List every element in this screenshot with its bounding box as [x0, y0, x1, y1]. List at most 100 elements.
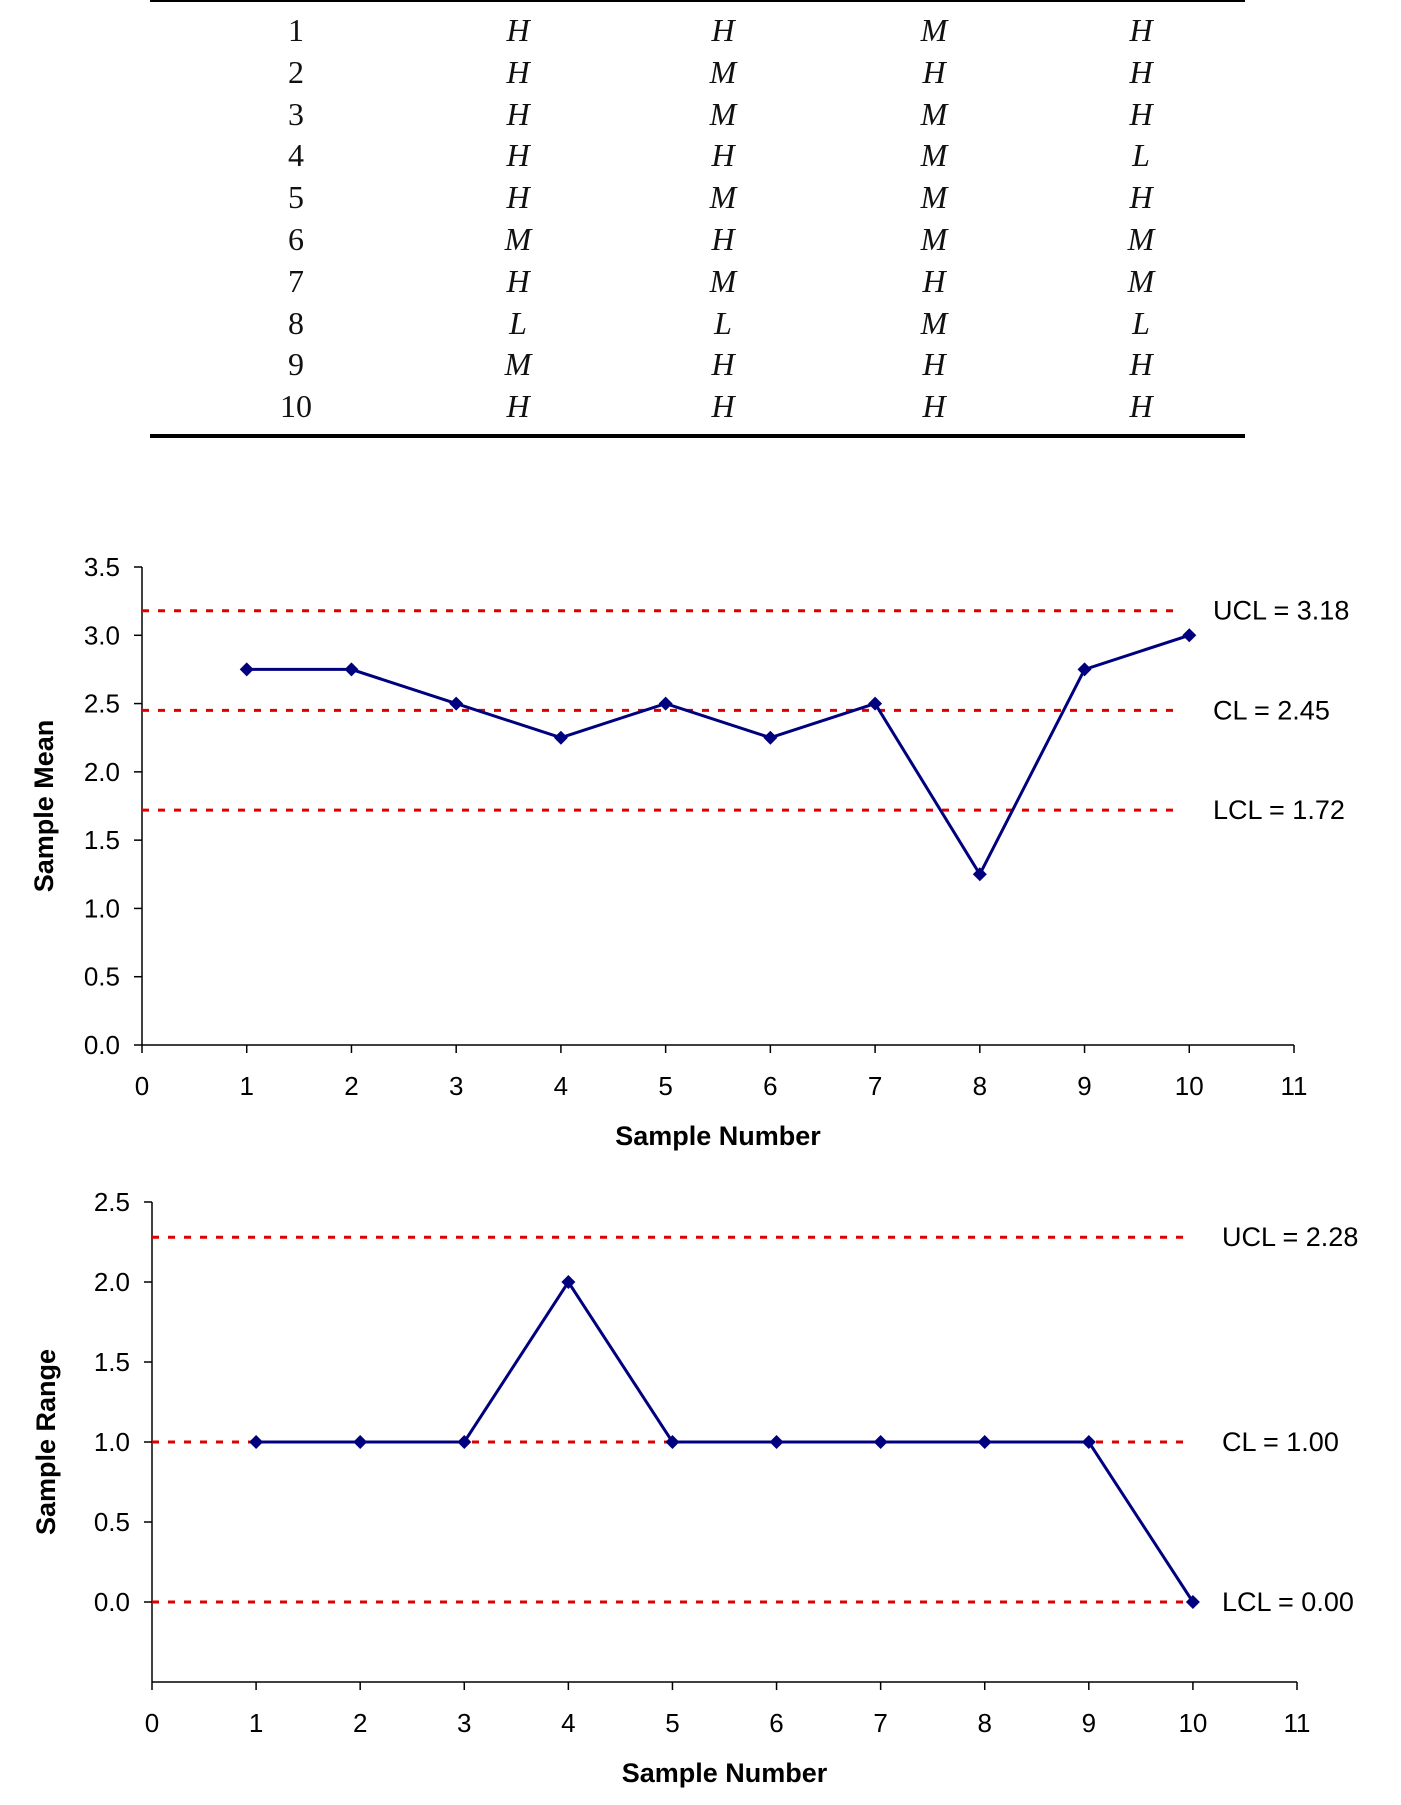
table-sample-number: 10	[280, 388, 312, 425]
table-cell-code: M	[1127, 221, 1155, 257]
table-cell-code: M	[920, 137, 948, 174]
x-tick-label: 8	[973, 1071, 987, 1101]
table-cell-code: L	[509, 304, 527, 341]
table-cell-code: M	[709, 262, 737, 299]
table-sample-number: 2	[288, 53, 304, 90]
y-tick-label: 1.0	[84, 893, 120, 923]
table-cell-code: H	[922, 388, 946, 425]
table-sample-number: 9	[288, 346, 304, 383]
table-cell-code: M	[709, 53, 737, 90]
table-bottom-rule	[150, 434, 1245, 438]
control-line-label: CL = 2.45	[1213, 695, 1330, 725]
x-tick-label: 4	[554, 1071, 568, 1101]
data-point-marker	[239, 662, 254, 677]
x-tick-label: 9	[1077, 1071, 1091, 1101]
table-cell-code: H	[922, 53, 946, 90]
y-tick-label: 0.0	[84, 1030, 120, 1060]
data-point-marker	[344, 662, 359, 677]
sample-mean-chart: 0.0 0.5 1.0 1.5 2.0 2.5 3.0 3.5 0 1 2 3 4 5 6 7 8 9 10 11 Sa…	[29, 552, 1349, 1151]
data-point-marker	[658, 696, 673, 711]
x-tick-label: 5	[665, 1708, 679, 1738]
data-point-marker	[1077, 662, 1092, 677]
sample-range-chart: 0.0 0.5 1.0 1.5 2.0 2.5 0 1 2 3 4 5 6 7 8 9 10 11 Sample N…	[31, 1187, 1358, 1788]
y-tick-label: 0.0	[94, 1587, 130, 1617]
data-point-marker	[553, 730, 568, 745]
table-cell-code: H	[1129, 12, 1153, 48]
x-tick-label: 11	[1281, 1071, 1308, 1101]
y-axis-title: Sample Range	[31, 1349, 61, 1535]
data-point-marker	[665, 1435, 680, 1449]
table-cell-code: H	[922, 346, 946, 383]
data-point-marker	[1182, 628, 1197, 643]
table-cell-code: H	[506, 95, 530, 132]
y-tick-label: 0.5	[94, 1507, 130, 1537]
data-point-marker	[249, 1435, 264, 1449]
x-tick-label: 0	[135, 1071, 149, 1101]
control-line-label: UCL = 2.28	[1222, 1222, 1358, 1252]
data-point-marker	[449, 696, 464, 711]
table-cell-code: H	[506, 12, 530, 48]
table-sample-number: 4	[288, 137, 304, 174]
data-point-marker	[1081, 1435, 1096, 1449]
x-tick-label: 6	[763, 1071, 777, 1101]
control-line-label: LCL = 0.00	[1222, 1587, 1354, 1617]
table-cell-code: H	[506, 53, 530, 90]
y-tick-label: 2.0	[94, 1267, 130, 1297]
y-tick-label: 1.5	[94, 1347, 130, 1377]
x-tick-label: 5	[658, 1071, 672, 1101]
data-point-marker	[972, 867, 987, 882]
table-cell-code: H	[1129, 95, 1153, 132]
table-cell-code: H	[1129, 388, 1153, 425]
table-cell-code: H	[711, 12, 735, 48]
y-tick-label: 1.5	[84, 825, 120, 855]
x-tick-label: 1	[249, 1708, 263, 1738]
table-cell-code: H	[922, 262, 946, 299]
table-cell-code: L	[1132, 304, 1150, 341]
x-tick-label: 6	[769, 1708, 783, 1738]
table-cell-code: H	[506, 179, 530, 216]
x-tick-label: 2	[353, 1708, 367, 1738]
x-tick-label: 2	[344, 1071, 358, 1101]
y-tick-label: 2.5	[94, 1187, 130, 1217]
table-cell-code: H	[711, 388, 735, 425]
x-tick-label: 9	[1082, 1708, 1096, 1738]
y-tick-label: 1.0	[94, 1427, 130, 1457]
table-cell-code: M	[709, 179, 737, 216]
y-tick-label: 0.5	[84, 962, 120, 992]
table-sample-number: 3	[288, 95, 304, 132]
series-line	[256, 1279, 1195, 1603]
series-line	[246, 633, 1190, 878]
table-cell-code: M	[920, 12, 948, 48]
table-cell-code: L	[1132, 137, 1150, 174]
x-axis-title: Sample Number	[615, 1121, 821, 1151]
table-cell-code: H	[506, 262, 530, 299]
table-cell-code: H	[1129, 346, 1153, 383]
table-cell-code: M	[920, 221, 948, 257]
data-point-marker	[977, 1435, 992, 1449]
table-sample-number: 7	[288, 262, 304, 299]
control-line-label: CL = 1.00	[1222, 1427, 1339, 1457]
data-point-marker	[561, 1275, 576, 1289]
x-tick-label: 0	[145, 1708, 159, 1738]
table-sample-number: 5	[288, 179, 304, 216]
y-tick-label: 3.0	[84, 620, 120, 650]
table-cell-code: L	[714, 304, 732, 341]
table-cell-code: M	[504, 221, 532, 257]
table-cell-code: H	[711, 137, 735, 174]
y-tick-label: 2.0	[84, 757, 120, 787]
x-tick-label: 8	[977, 1708, 991, 1738]
data-point-marker	[353, 1435, 368, 1449]
table-cell-code: H	[711, 346, 735, 383]
control-line-label: UCL = 3.18	[1213, 596, 1349, 626]
data-point-marker	[769, 1435, 784, 1449]
table-cell-code: M	[920, 304, 948, 341]
x-tick-label: 10	[1178, 1708, 1207, 1738]
table-sample-number: 8	[288, 304, 304, 341]
x-tick-label: 10	[1175, 1071, 1204, 1101]
data-point-marker	[873, 1435, 888, 1449]
data-point-marker	[868, 696, 883, 711]
table-cell-code: M	[920, 95, 948, 132]
table-cell-code: H	[711, 221, 735, 257]
table-cell-code: M	[709, 95, 737, 132]
